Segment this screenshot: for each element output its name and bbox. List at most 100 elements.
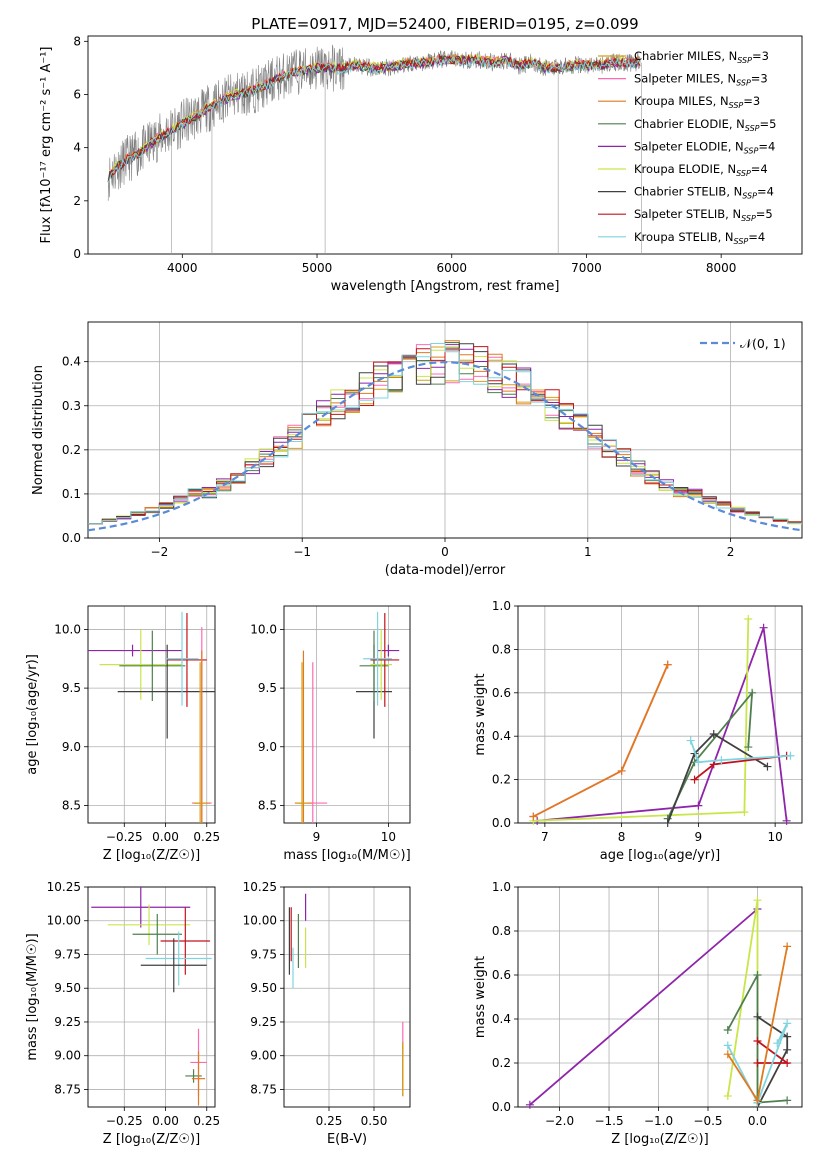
y-tick-label: 9.75 xyxy=(250,947,277,961)
y-tick-label: 9.0 xyxy=(62,740,81,754)
mass-weight-marker xyxy=(617,766,626,775)
weight-vs-age-panel: 7 8 9 10 0.0 0.2 0.4 0.6 0.8 1.0 age [log₁₀(age/yr… xyxy=(473,599,803,863)
y-tick-label: 0.0 xyxy=(62,531,81,545)
x-tick-label: −0.5 xyxy=(693,1114,722,1128)
gaussian-curve xyxy=(87,360,803,532)
model-spectrum-line xyxy=(107,54,641,182)
y-tick-label: 10.00 xyxy=(47,914,81,928)
model-spectrum-line xyxy=(107,53,641,182)
figure-title: PLATE=0917, MJD=52400, FIBERID=0195, z=0… xyxy=(251,15,638,33)
x-tick-label: 0.25 xyxy=(193,830,220,844)
mass-weight-line xyxy=(689,740,791,764)
mass-weight-marker xyxy=(753,1096,762,1105)
x-axis-label: mass [log₁₀(M/M☉)] xyxy=(283,848,410,863)
age-vs-metallicity-panel: −0.25 0.00 0.25 8.5 9.0 9.5 10.0 Z [log₁₀(Z/Z☉)… xyxy=(25,605,220,863)
y-axis-label: Normed distribution xyxy=(31,365,46,495)
x-tick-label: 0.00 xyxy=(152,1114,179,1128)
y-tick-label: 0.8 xyxy=(492,924,511,938)
y-tick-label: 0.3 xyxy=(62,399,81,413)
mass-weight-marker xyxy=(753,896,762,905)
x-tick-label: 0.00 xyxy=(152,830,179,844)
x-tick-label: 9 xyxy=(313,830,321,844)
y-tick-label: 8.75 xyxy=(54,1082,81,1096)
mass-weight-marker xyxy=(690,775,699,784)
y-tick-label: 0 xyxy=(73,247,81,261)
age-vs-mass-panel: 9 10 8.5 9.0 9.5 10.0 mass [log₁₀(M/M☉)] xyxy=(250,605,411,863)
legend-label: Chabrier MILES, NSSP=3 xyxy=(634,49,769,65)
y-tick-label: 0.4 xyxy=(492,729,511,743)
mass-weight-marker xyxy=(783,1059,792,1067)
legend-label: Chabrier STELIB, NSSP=4 xyxy=(634,185,774,201)
y-tick-label: 0.4 xyxy=(62,355,81,369)
y-tick-label: 9.00 xyxy=(250,1049,277,1063)
y-tick-label: 10.0 xyxy=(54,622,81,636)
y-tick-label: 0.2 xyxy=(62,443,81,457)
x-axis-label: Z [log₁₀(Z/Z☉)] xyxy=(611,1132,708,1147)
x-tick-label: 6000 xyxy=(436,261,467,275)
y-tick-label: 8.5 xyxy=(258,798,277,812)
mass-weight-marker xyxy=(663,819,672,827)
x-tick-label: −1.5 xyxy=(594,1114,623,1128)
x-axis-label: age [log₁₀(age/yr)] xyxy=(600,848,721,863)
mass-weight-marker xyxy=(753,1037,762,1045)
mass-weight-marker xyxy=(717,756,726,765)
model-spectrum-line xyxy=(107,55,641,183)
y-tick-label: 9.75 xyxy=(54,947,81,961)
plot-frame xyxy=(517,886,803,1108)
legend-label: Salpeter ELODIE, NSSP=4 xyxy=(634,139,775,155)
legend-label: Kroupa ELODIE, NSSP=4 xyxy=(634,162,768,178)
mass-weight-line xyxy=(532,664,669,818)
x-tick-label: −0.25 xyxy=(106,830,143,844)
y-tick-label: 9.5 xyxy=(258,681,277,695)
x-tick-label: −2.0 xyxy=(545,1114,574,1128)
y-axis-label: mass weight xyxy=(473,673,488,755)
mass-weight-marker xyxy=(686,736,695,745)
y-tick-label: 10.0 xyxy=(250,622,277,636)
y-tick-label: 0.2 xyxy=(492,1056,511,1070)
plot-frame xyxy=(87,886,216,1108)
mass-weight-marker xyxy=(723,1092,732,1100)
x-tick-label: −0.25 xyxy=(106,1114,143,1128)
mass-weight-marker xyxy=(786,751,795,760)
weight-vs-metallicity-panel: −2.0 −1.5 −1.0 −0.5 0.0 0.0 0.2 0.4 0.6 0.8 1.0 Z [… xyxy=(473,880,803,1147)
mass-weight-marker xyxy=(759,623,768,632)
x-tick-label: 8000 xyxy=(706,261,737,275)
x-tick-label: 5000 xyxy=(302,261,333,275)
mass-weight-marker xyxy=(773,1039,782,1048)
x-tick-label: 0.25 xyxy=(316,1114,343,1128)
y-tick-label: 2 xyxy=(73,194,81,208)
x-axis-label: wavelength [Angstrom, rest frame] xyxy=(331,279,560,294)
plot-frame xyxy=(283,886,411,1108)
x-tick-label: 0 xyxy=(441,545,449,559)
x-tick-label: 9 xyxy=(695,830,703,844)
legend-label: Chabrier ELODIE, NSSP=5 xyxy=(634,117,776,133)
x-axis-label: Z [log₁₀(Z/Z☉)] xyxy=(103,1132,200,1147)
mass-vs-metallicity-panel: −0.25 0.00 0.25 8.75 9.00 9.25 9.50 9.75 10.00 10… xyxy=(25,880,220,1147)
mass-weight-line xyxy=(666,732,768,823)
mass-weight-marker xyxy=(783,1032,792,1041)
legend-label: Kroupa MILES, NSSP=3 xyxy=(634,94,760,110)
x-axis-label: E(B-V) xyxy=(327,1132,367,1147)
y-tick-label: 8.5 xyxy=(62,798,81,812)
mass-vs-ebv-panel: 0.25 0.50 8.75 9.00 9.25 9.50 9.75 10.00 10.25 E(… xyxy=(243,880,411,1147)
mass-weight-line xyxy=(727,1022,789,1105)
mass-weight-marker xyxy=(709,760,718,769)
mass-weight-marker xyxy=(529,812,538,821)
y-tick-label: 9.25 xyxy=(54,1015,81,1029)
legend-label: Salpeter STELIB, NSSP=5 xyxy=(634,207,773,223)
x-tick-label: 7000 xyxy=(571,261,602,275)
mass-weight-marker xyxy=(783,942,792,951)
x-tick-label: 0.0 xyxy=(748,1114,767,1128)
y-tick-label: 1.0 xyxy=(492,880,511,894)
y-tick-label: 0.8 xyxy=(492,642,511,656)
mass-weight-marker xyxy=(525,1100,534,1109)
x-tick-label: 2 xyxy=(727,545,735,559)
plot-frame xyxy=(87,605,216,824)
y-tick-label: 8.75 xyxy=(250,1082,277,1096)
mass-weight-marker xyxy=(753,1012,762,1021)
x-tick-label: 0.25 xyxy=(193,1114,220,1128)
spectrum-panel: 4000 5000 6000 7000 8000 0 2 4 6 8 wavelength [Ang… xyxy=(39,34,803,294)
x-tick-label: 4000 xyxy=(167,261,198,275)
y-tick-label: 0.2 xyxy=(492,773,511,787)
y-tick-label: 9.25 xyxy=(250,1015,277,1029)
